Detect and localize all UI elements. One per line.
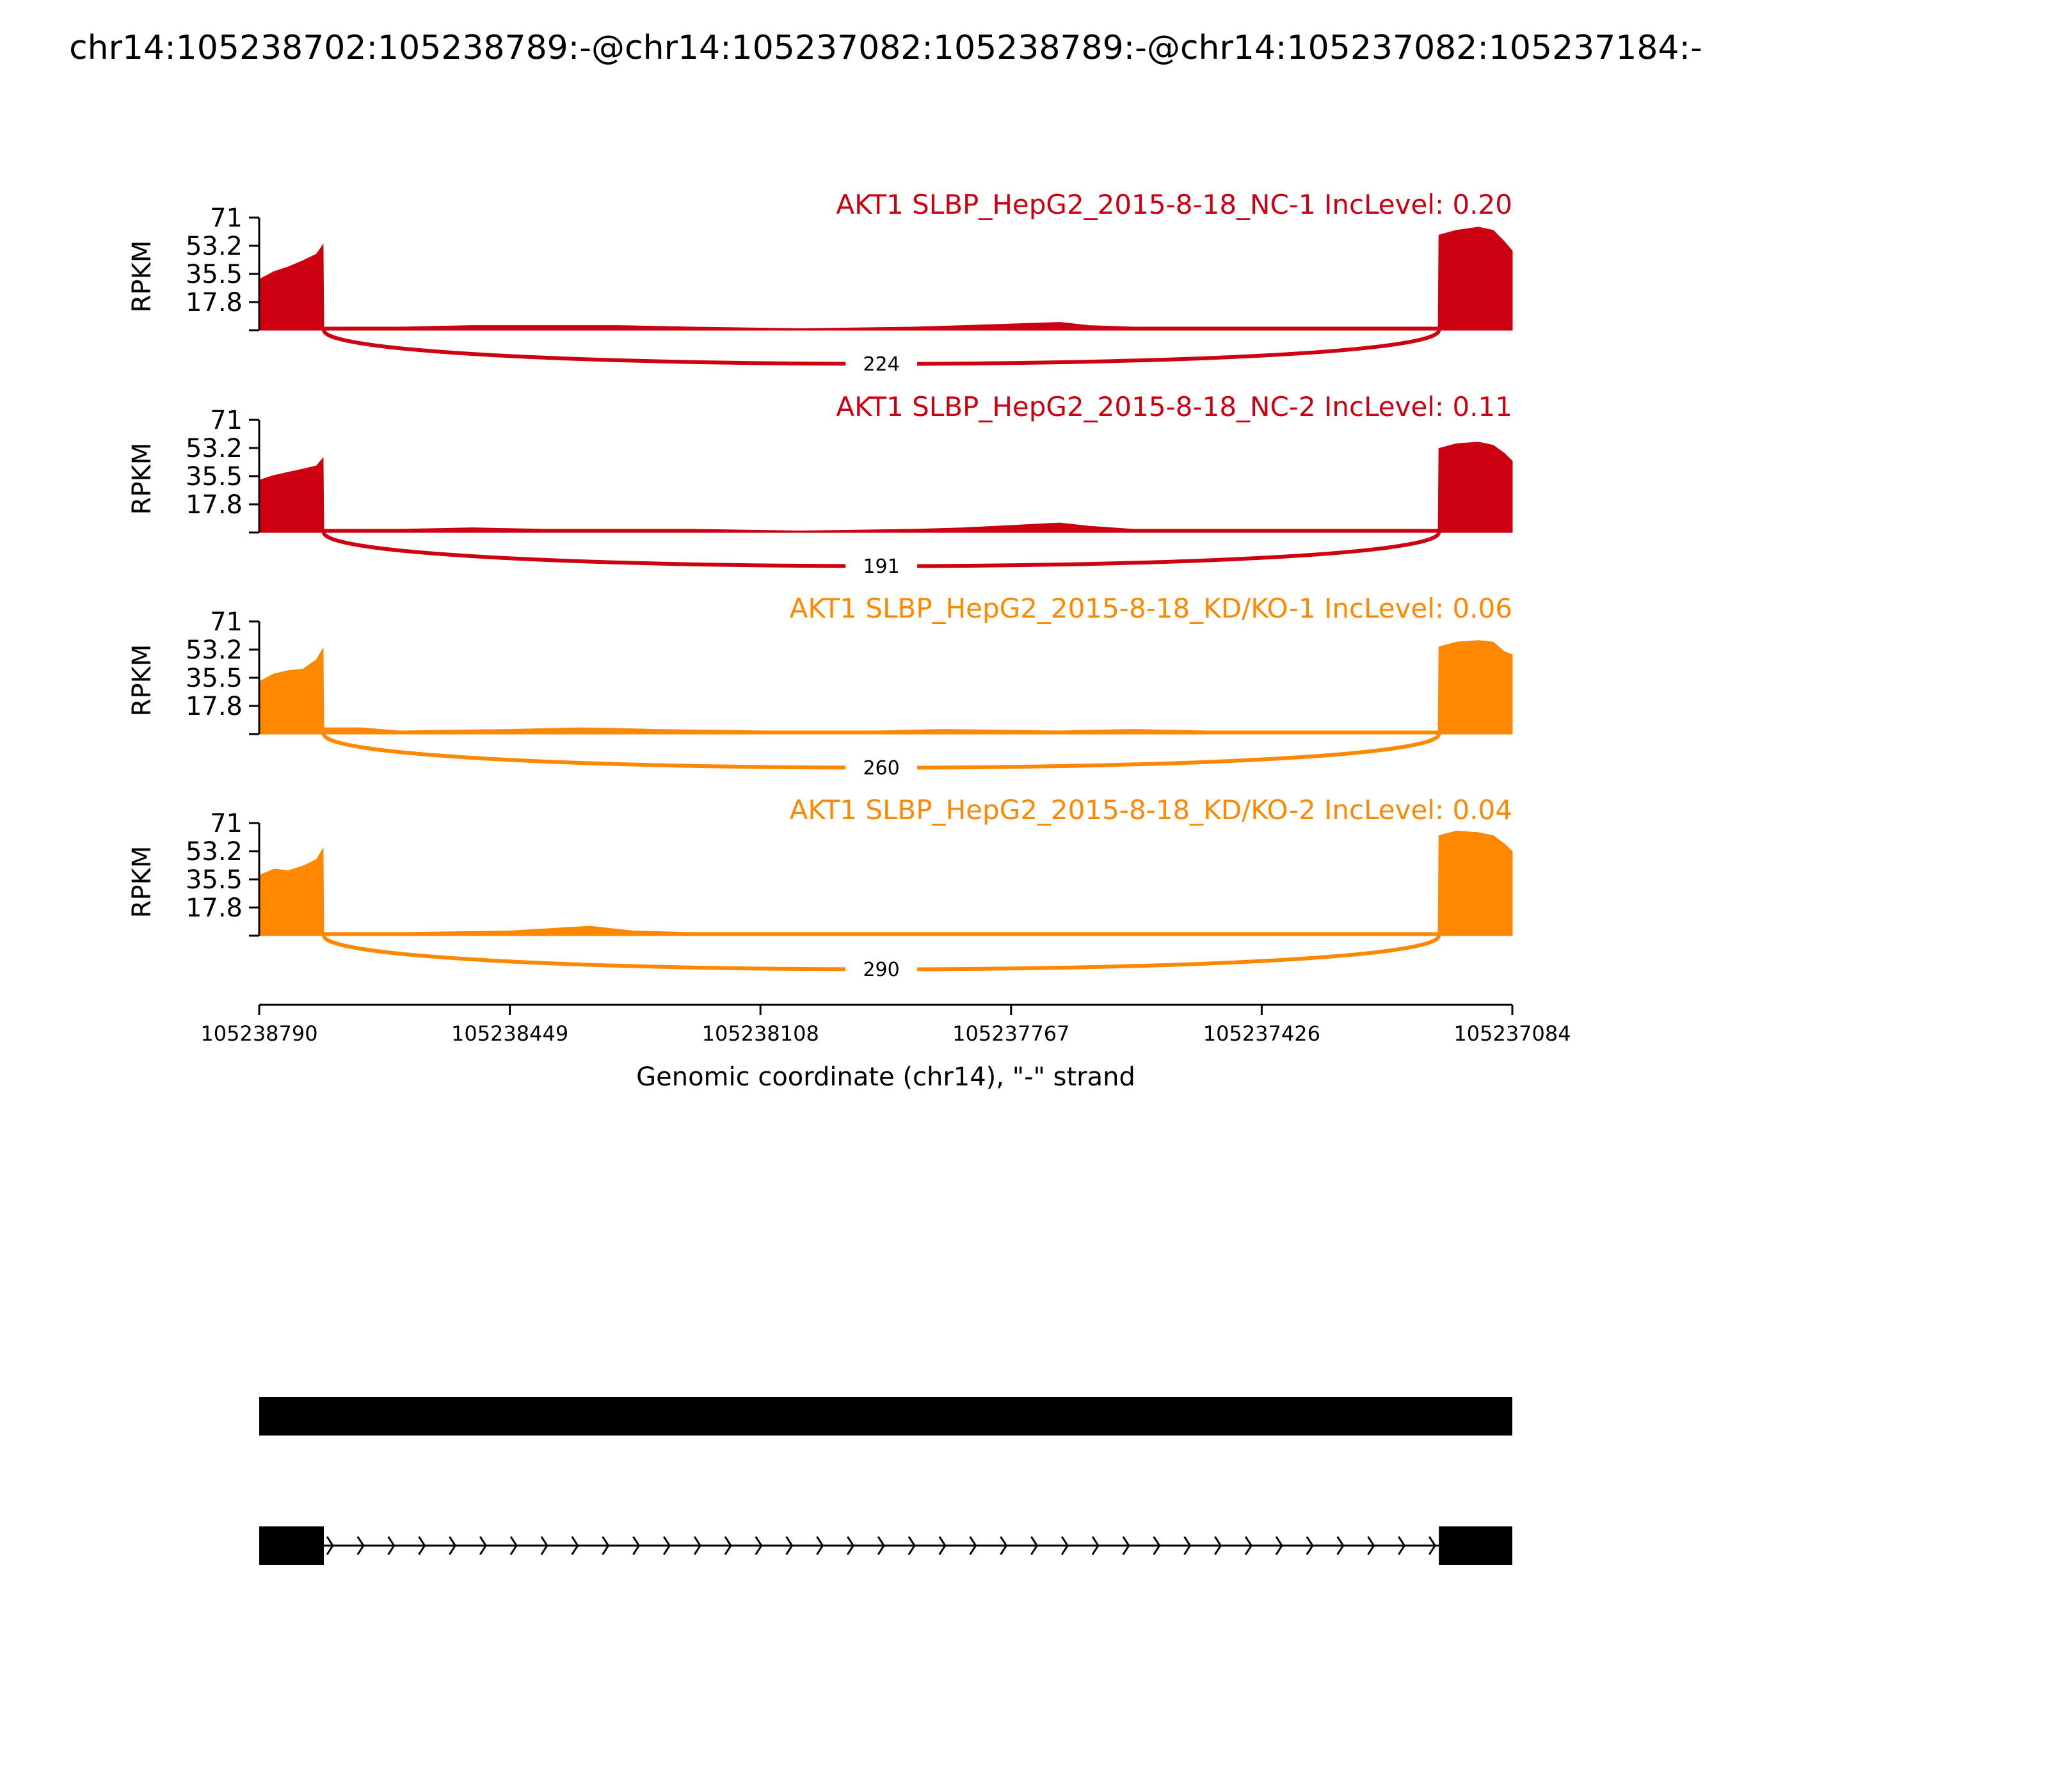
y-axis-label: RPKM (127, 443, 157, 515)
strand-chevron (632, 1536, 641, 1555)
junction-count-box (845, 756, 918, 779)
strand-chevron (449, 1536, 457, 1555)
x-tick-label: 105237426 (1203, 1021, 1320, 1046)
strand-chevron (479, 1536, 487, 1555)
y-tick-label: 35.5 (186, 260, 243, 289)
junction-count-box (845, 352, 918, 375)
y-tick-label: 53.2 (186, 434, 243, 463)
strand-chevron (1214, 1536, 1222, 1555)
track-label: AKT1 SLBP_HepG2_2015-8-18_NC-2 IncLevel:… (836, 391, 1512, 422)
x-axis: 105238790 105238449 105238108 105237767 1052… (200, 1004, 1571, 1046)
strand-chevron (1275, 1536, 1283, 1555)
y-tick-label: 17.8 (186, 893, 243, 923)
y-axis-label: RPKM (127, 846, 157, 918)
strand-chevron (602, 1536, 610, 1555)
track-label: AKT1 SLBP_HepG2_2015-8-18_NC-1 IncLevel:… (836, 189, 1512, 220)
strand-chevron (540, 1536, 548, 1555)
strand-chevron (1030, 1536, 1039, 1555)
strand-chevron (938, 1536, 947, 1555)
strand-chevron (1183, 1536, 1192, 1555)
y-tick-label: 71 (210, 607, 243, 637)
strand-chevron (847, 1536, 855, 1555)
strand-chevron (571, 1536, 579, 1555)
y-tick-label: 53.2 (186, 837, 243, 867)
strand-chevron (1060, 1536, 1069, 1555)
strand-chevron (724, 1536, 732, 1555)
strand-chevron (785, 1536, 794, 1555)
gene-models (259, 1397, 1512, 1565)
strand-chevron (1091, 1536, 1100, 1555)
y-axis-label: RPKM (127, 241, 157, 313)
gene-model-exon (1439, 1526, 1512, 1565)
y-tick-label: 71 (210, 406, 243, 435)
x-tick-label: 105238108 (702, 1021, 819, 1046)
strand-chevron (1244, 1536, 1252, 1555)
track-label: AKT1 SLBP_HepG2_2015-8-18_KD/KO-1 IncLev… (790, 593, 1512, 624)
strand-chevron (816, 1536, 824, 1555)
track-label: AKT1 SLBP_HepG2_2015-8-18_KD/KO-2 IncLev… (790, 794, 1512, 826)
y-tick-label: 17.8 (186, 288, 243, 317)
x-axis-label: Genomic coordinate (chr14), "-" strand (636, 1062, 1135, 1092)
junction-count: 224 (863, 353, 899, 376)
x-tick-label: 105237767 (952, 1021, 1069, 1046)
strand-chevron (1153, 1536, 1161, 1555)
y-tick-label: 35.5 (186, 664, 243, 693)
strand-chevron (662, 1536, 671, 1555)
figure-title: chr14:105238702:105238789:-@chr14:105237… (69, 29, 1702, 67)
coverage-area (259, 640, 1513, 735)
strand-chevron (326, 1536, 334, 1555)
strand-chevron (877, 1536, 885, 1555)
strand-chevron (693, 1536, 701, 1555)
y-axis-label: RPKM (127, 644, 157, 717)
strand-chevron (509, 1536, 518, 1555)
strand-chevron (1367, 1536, 1375, 1555)
strand-chevron (1336, 1536, 1345, 1555)
junction-count-box (845, 957, 918, 980)
junction-count: 191 (863, 556, 899, 578)
coverage-area (259, 227, 1513, 331)
strand-chevron (1000, 1536, 1008, 1555)
strand-chevron (387, 1536, 396, 1555)
coverage-area (259, 830, 1513, 936)
junction-count: 290 (863, 959, 899, 981)
strand-chevron (1306, 1536, 1314, 1555)
strand-chevron (1398, 1536, 1406, 1555)
y-tick-label: 53.2 (186, 232, 243, 261)
x-tick-label: 105238449 (451, 1021, 568, 1046)
y-tick-label: 71 (210, 204, 243, 233)
y-tick-label: 17.8 (186, 490, 243, 520)
strand-chevron (969, 1536, 977, 1555)
strand-chevron (1122, 1536, 1130, 1555)
strand-chevron (418, 1536, 426, 1555)
strand-chevron (356, 1536, 365, 1555)
gene-model-retained-exon (259, 1397, 1512, 1436)
coverage-area (259, 442, 1513, 533)
y-tick-label: 17.8 (186, 692, 243, 721)
x-tick-label: 105237084 (1453, 1021, 1571, 1046)
x-tick-label: 105238790 (200, 1021, 317, 1046)
y-tick-label: 35.5 (186, 462, 243, 492)
junction-count: 260 (863, 757, 899, 780)
strand-chevron (755, 1536, 763, 1555)
junction-count-box (845, 554, 918, 577)
strand-chevron (908, 1536, 916, 1555)
y-tick-label: 53.2 (186, 636, 243, 665)
gene-model-exon (259, 1526, 324, 1565)
y-tick-label: 35.5 (186, 865, 243, 895)
y-tick-label: 71 (210, 809, 243, 838)
strand-chevron (1428, 1536, 1437, 1555)
